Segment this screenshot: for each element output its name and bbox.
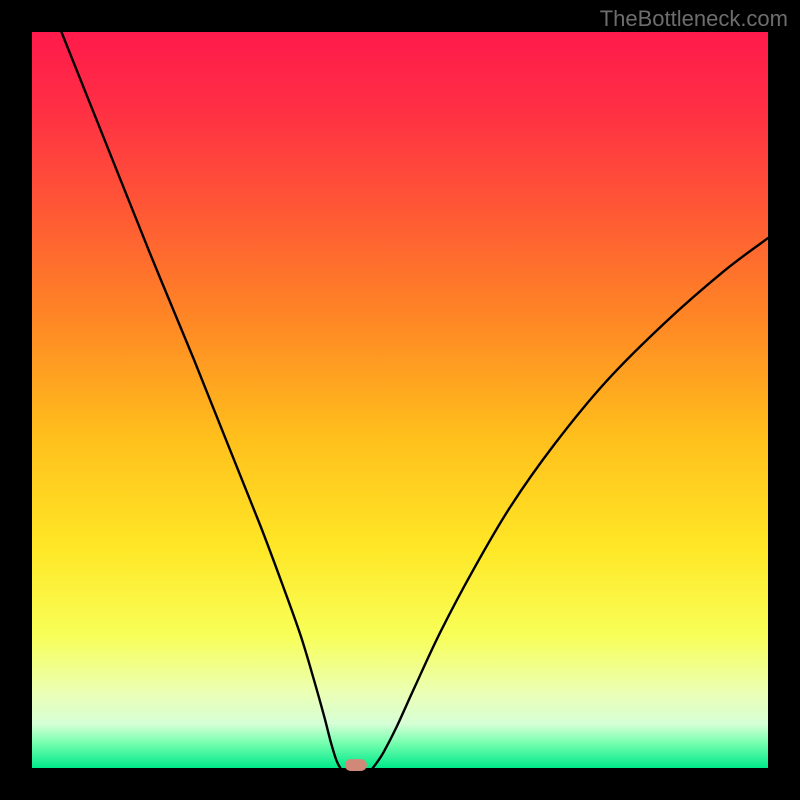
chart-container: TheBottleneck.com (0, 0, 800, 800)
optimum-marker (345, 759, 367, 771)
bottleneck-chart (0, 0, 800, 800)
plot-background (32, 32, 768, 768)
watermark-text: TheBottleneck.com (600, 6, 788, 32)
